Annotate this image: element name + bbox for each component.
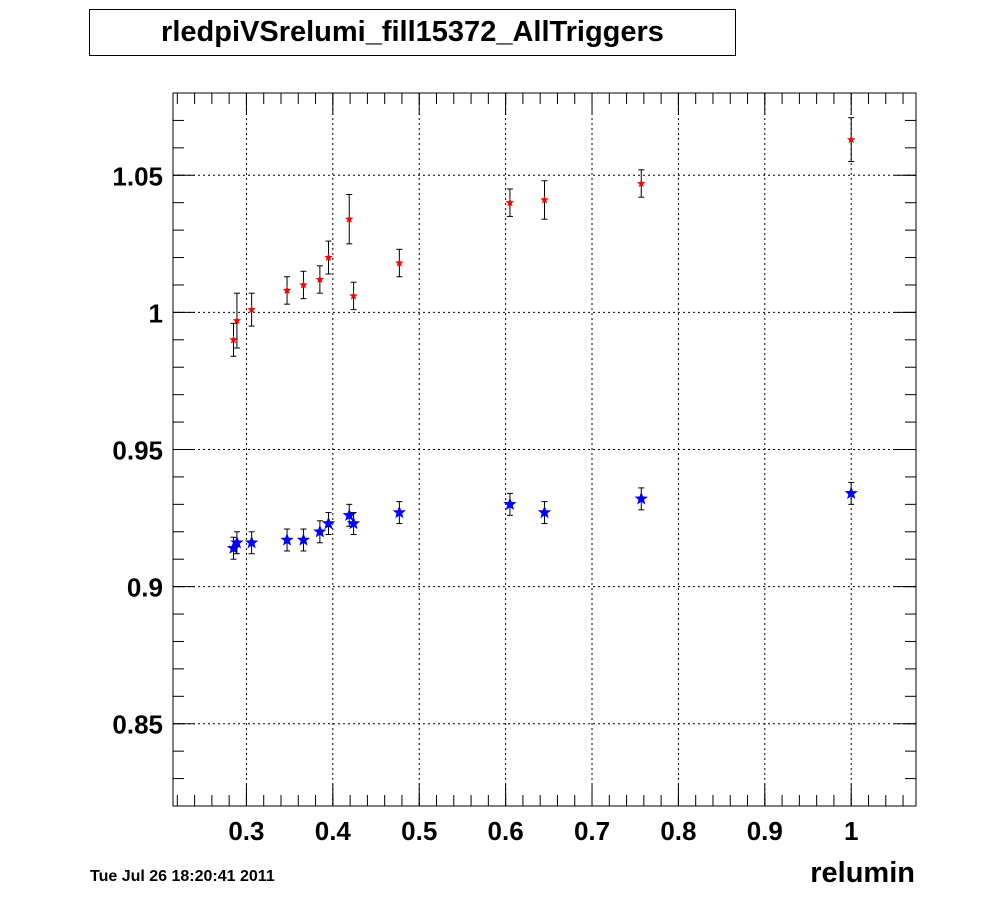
x-tick-label: 0.3: [228, 816, 264, 846]
grid: [173, 93, 916, 806]
data-point: [296, 533, 311, 546]
y-tick-label: 0.85: [112, 710, 163, 740]
data-point: [349, 291, 358, 300]
data-point: [280, 533, 294, 546]
data-point: [540, 195, 549, 204]
data-point: [392, 505, 407, 519]
data-point: [346, 516, 361, 530]
x-tick-label: 0.8: [660, 816, 696, 846]
data-point: [395, 258, 404, 267]
x-tick-label: 0.7: [574, 816, 610, 846]
data-point: [282, 285, 292, 295]
x-tick-label: 0.6: [488, 816, 524, 846]
x-axis-title: relumin: [810, 857, 915, 889]
timestamp: Tue Jul 26 18:20:41 2011: [90, 868, 275, 885]
data-point: [846, 135, 856, 144]
data-point: [636, 179, 646, 188]
data-point: [324, 253, 333, 262]
y-tick-label: 1.05: [112, 161, 163, 191]
y-tick-label: 0.95: [112, 436, 163, 466]
x-tick-label: 0.9: [747, 816, 783, 846]
data-point: [230, 535, 244, 549]
data-point: [247, 305, 256, 314]
x-tick-label: 1: [844, 816, 858, 846]
data-point: [313, 524, 327, 538]
data-point: [503, 497, 517, 511]
x-tick-label: 0.5: [401, 816, 437, 846]
y-tick-label: 0.9: [127, 573, 163, 603]
data-point: [229, 335, 238, 344]
series-1: [226, 481, 858, 560]
series-0: [229, 117, 856, 357]
data-point: [344, 214, 354, 223]
data-point: [844, 486, 858, 500]
data-point: [634, 491, 648, 505]
data-point: [315, 274, 325, 284]
data-point: [537, 505, 552, 519]
data-point: [232, 316, 242, 325]
data-point: [505, 198, 515, 207]
y-tick-label: 1: [149, 298, 163, 328]
data-point: [321, 516, 336, 530]
axis-ticks: [173, 93, 916, 806]
data-point: [299, 280, 308, 289]
data-series: [226, 117, 858, 560]
chart-title: rledpiVSrelumi_fill15372_AllTriggers: [89, 9, 736, 56]
tick-labels: 0.3 0.4 0.5 0.6 0.7 0.8 0.9 1 0.85 0.9 0.95 1 1.05: [112, 161, 858, 846]
x-tick-label: 0.4: [315, 816, 352, 846]
data-point: [244, 535, 259, 549]
data-point: [342, 508, 356, 521]
